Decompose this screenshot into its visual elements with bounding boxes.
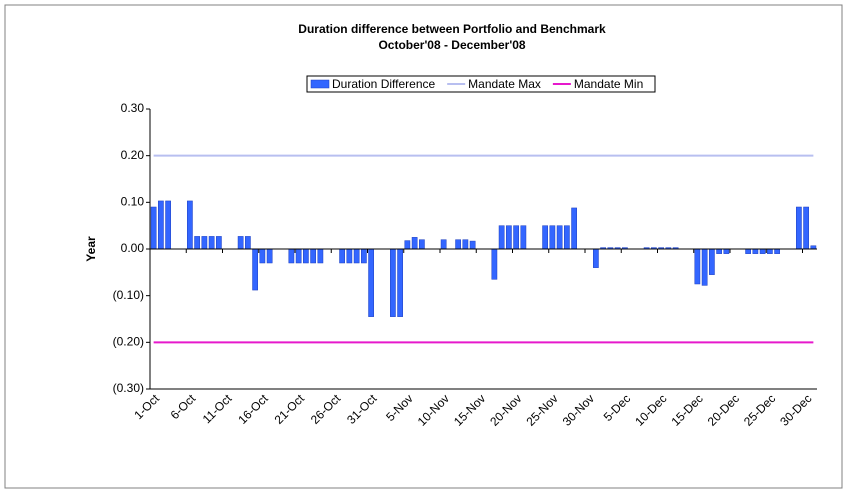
- bar: [498, 225, 505, 250]
- bar: [506, 225, 512, 250]
- bar: [208, 236, 215, 250]
- bar: [440, 239, 447, 250]
- y-tick-label: 0.10: [121, 195, 145, 209]
- legend-label: Mandate Min: [574, 77, 643, 91]
- bar: [194, 236, 200, 250]
- bar: [187, 200, 193, 250]
- bar: [266, 248, 273, 264]
- bar: [767, 248, 773, 254]
- y-tick-label: (0.30): [113, 381, 144, 395]
- bar: [759, 248, 766, 254]
- y-tick-label: 0.00: [121, 241, 145, 255]
- y-tick-label: 0.30: [121, 101, 145, 115]
- bar: [288, 248, 295, 264]
- bar: [390, 248, 396, 317]
- legend: [306, 75, 656, 93]
- legend-label: Duration Difference: [332, 77, 435, 91]
- bar: [694, 248, 701, 285]
- bar: [259, 248, 266, 264]
- bar: [339, 248, 345, 264]
- bar: [716, 248, 722, 254]
- bar: [346, 248, 353, 264]
- bar: [397, 248, 403, 317]
- bar: [411, 237, 418, 250]
- bar: [201, 236, 208, 250]
- bar: [469, 240, 476, 250]
- bar: [774, 248, 780, 254]
- bar: [752, 248, 759, 254]
- bar: [571, 207, 577, 250]
- bar: [796, 206, 802, 250]
- bar: [361, 248, 367, 264]
- chart-subtitle: October'08 - December'08: [378, 38, 525, 52]
- bar: [455, 239, 461, 250]
- bar: [556, 225, 563, 250]
- bar: [317, 248, 324, 264]
- bar: [303, 248, 309, 264]
- bar: [252, 248, 258, 291]
- bar: [745, 248, 751, 254]
- bar: [404, 240, 411, 250]
- bar: [165, 200, 171, 250]
- bar: [564, 225, 570, 250]
- bar: [549, 225, 556, 250]
- bar: [593, 248, 599, 268]
- bar: [368, 248, 374, 317]
- bar: [295, 248, 302, 264]
- bar: [803, 206, 809, 250]
- chart-title: Duration difference between Portfolio an…: [298, 22, 606, 36]
- bar: [216, 236, 222, 250]
- bar: [520, 225, 527, 250]
- y-axis-label: Year: [84, 236, 98, 262]
- y-tick-label: (0.20): [113, 335, 144, 349]
- bar: [150, 206, 157, 250]
- bar: [709, 248, 715, 275]
- bar: [353, 248, 360, 264]
- y-tick-label: 0.20: [121, 148, 145, 162]
- bar: [419, 239, 425, 250]
- bar: [491, 248, 498, 280]
- bar: [701, 248, 708, 286]
- bar: [310, 248, 316, 264]
- bar: [513, 225, 519, 250]
- bar: [237, 236, 244, 250]
- legend-label: Mandate Max: [468, 77, 541, 91]
- bar: [462, 239, 469, 250]
- bar: [158, 200, 164, 250]
- bar: [723, 248, 730, 254]
- bar: [245, 236, 251, 250]
- bar: [542, 225, 548, 250]
- y-tick-label: (0.10): [113, 288, 144, 302]
- legend-swatch: [310, 79, 330, 89]
